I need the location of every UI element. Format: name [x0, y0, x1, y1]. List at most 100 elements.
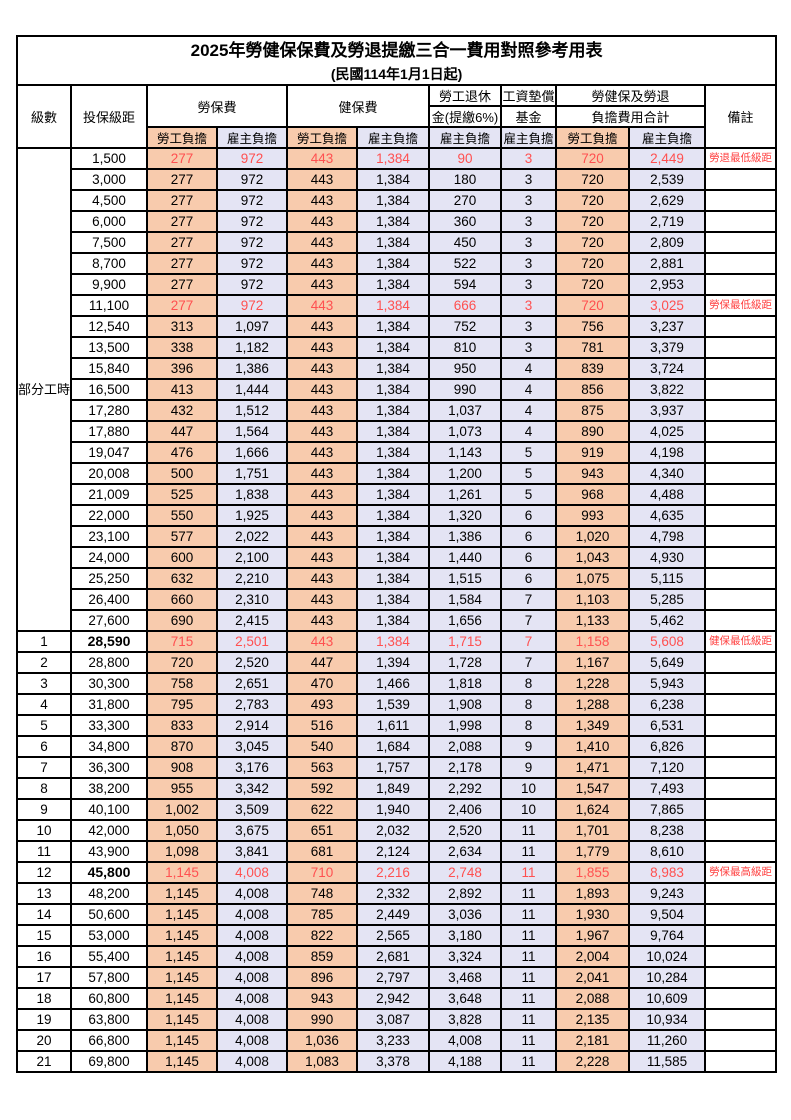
total-employer-cell: 10,284 [628, 966, 706, 989]
health-employer-cell: 1,384 [356, 252, 430, 275]
health-employee-cell: 540 [286, 735, 358, 758]
labor-employee-cell: 277 [146, 273, 218, 296]
pension-employer-cell: 4,008 [428, 1029, 502, 1052]
wage-fund-employer-cell: 9 [500, 756, 557, 779]
remark-cell [703, 735, 778, 758]
health-employee-cell: 443 [286, 273, 358, 296]
wage-fund-employer-cell: 3 [500, 273, 557, 296]
wage-fund-employer-cell: 3 [500, 294, 557, 317]
pension-employer-cell: 1,656 [428, 609, 502, 632]
labor-employer-cell: 4,008 [216, 966, 288, 989]
health-employee-cell: 443 [286, 420, 358, 443]
health-employer-cell: 1,384 [356, 294, 430, 317]
health-employee-cell: 470 [286, 672, 358, 695]
bracket-cell: 11,100 [70, 294, 148, 317]
health-employer-cell: 2,565 [356, 924, 430, 947]
wage-fund-employer-cell: 11 [500, 903, 557, 926]
total-employer-cell: 2,953 [628, 273, 706, 296]
header-row-burden: 勞工負擔 雇主負擔 勞工負擔 雇主負擔 雇主負擔 雇主負擔 勞工負擔 雇主負擔 [17, 126, 776, 149]
remark-cell: 勞保最低級距 [703, 294, 778, 317]
col-header-total-line2: 負擔費用合計 [555, 105, 706, 128]
health-employer-cell: 1,940 [356, 798, 430, 821]
wage-fund-employer-cell: 3 [500, 252, 557, 275]
labor-employer-cell: 1,512 [216, 399, 288, 422]
labor-employer-cell: 2,310 [216, 588, 288, 611]
bracket-cell: 66,800 [70, 1029, 148, 1052]
health-employee-cell: 859 [286, 945, 358, 968]
remark-cell [703, 483, 778, 506]
labor-employer-cell: 1,751 [216, 462, 288, 485]
total-employer-cell: 4,198 [628, 441, 706, 464]
labor-employee-cell: 955 [146, 777, 218, 800]
total-employer-cell: 4,025 [628, 420, 706, 443]
labor-employer-cell: 2,022 [216, 525, 288, 548]
total-employee-cell: 720 [555, 147, 630, 170]
total-employee-cell: 890 [555, 420, 630, 443]
labor-employee-cell: 833 [146, 714, 218, 737]
labor-employer-cell: 972 [216, 273, 288, 296]
remark-cell [703, 651, 778, 674]
labor-employer-cell: 1,444 [216, 378, 288, 401]
remark-cell [703, 840, 778, 863]
total-employee-cell: 1,167 [555, 651, 630, 674]
total-employee-cell: 943 [555, 462, 630, 485]
bracket-cell: 38,200 [70, 777, 148, 800]
table-row: 15,840 396 1,386 443 1,384 950 4 839 3,724 [17, 357, 778, 380]
total-employee-cell: 720 [555, 189, 630, 212]
bracket-cell: 33,300 [70, 714, 148, 737]
pension-employer-cell: 2,406 [428, 798, 502, 821]
subheader-pension-employer: 雇主負擔 [428, 126, 502, 149]
total-employer-cell: 11,585 [628, 1050, 706, 1073]
col-header-total-line1: 勞健保及勞退 [555, 84, 706, 107]
wage-fund-employer-cell: 7 [500, 588, 557, 611]
subheader-total-employer: 雇主負擔 [628, 126, 706, 149]
level-cell: 5 [16, 714, 72, 737]
table-row: 16 55,400 1,145 4,008 859 2,681 3,324 11 2,004 10… [16, 945, 778, 968]
wage-fund-employer-cell: 9 [500, 735, 557, 758]
remark-cell [703, 567, 778, 590]
health-employee-cell: 990 [286, 1008, 358, 1031]
bracket-cell: 45,800 [70, 861, 148, 884]
labor-employer-cell: 1,564 [216, 420, 288, 443]
health-employer-cell: 1,384 [356, 462, 430, 485]
table-row: 5 33,300 833 2,914 516 1,611 1,998 8 1,349 6,531 [16, 714, 778, 737]
total-employee-cell: 720 [555, 231, 630, 254]
remark-cell [703, 798, 778, 821]
table-body: 部分工時 1,500 277 972 443 1,384 90 3 720 2,449 勞退最低級距… [16, 147, 778, 1073]
pension-employer-cell: 1,037 [428, 399, 502, 422]
level-cell: 20 [16, 1029, 72, 1052]
total-employer-cell: 7,493 [628, 777, 706, 800]
total-employee-cell: 1,930 [555, 903, 630, 926]
pension-employer-cell: 3,180 [428, 924, 502, 947]
total-employee-cell: 839 [555, 357, 630, 380]
total-employee-cell: 993 [555, 504, 630, 527]
bracket-cell: 23,100 [70, 525, 148, 548]
table-row: 部分工時 1,500 277 972 443 1,384 90 3 720 2,449 勞退最低級距 [16, 147, 778, 632]
table-row: 9,900 277 972 443 1,384 594 3 720 2,953 [17, 273, 778, 296]
health-employer-cell: 3,378 [356, 1050, 430, 1073]
health-employer-cell: 1,384 [356, 567, 430, 590]
table-row: 17,280 432 1,512 443 1,384 1,037 4 875 3,937 [17, 399, 778, 422]
table-row: 8,700 277 972 443 1,384 522 3 720 2,881 [17, 252, 778, 275]
labor-employer-cell: 1,097 [216, 315, 288, 338]
wage-fund-employer-cell: 8 [500, 672, 557, 695]
remark-cell [703, 945, 778, 968]
health-employer-cell: 3,233 [356, 1029, 430, 1052]
health-employer-cell: 1,849 [356, 777, 430, 800]
pension-employer-cell: 3,648 [428, 987, 502, 1010]
pension-employer-cell: 950 [428, 357, 502, 380]
total-employer-cell: 5,608 [628, 630, 706, 653]
pension-employer-cell: 3,324 [428, 945, 502, 968]
wage-fund-employer-cell: 11 [500, 1008, 557, 1031]
wage-fund-employer-cell: 3 [500, 147, 557, 170]
remark-cell [703, 819, 778, 842]
pension-employer-cell: 1,728 [428, 651, 502, 674]
labor-employer-cell: 3,841 [216, 840, 288, 863]
table-row: 26,400 660 2,310 443 1,384 1,584 7 1,103 5,285 [17, 588, 778, 611]
table-row: 11 43,900 1,098 3,841 681 2,124 2,634 11 1,779 8,… [16, 840, 778, 863]
table-row: 6,000 277 972 443 1,384 360 3 720 2,719 [17, 210, 778, 233]
health-employer-cell: 2,032 [356, 819, 430, 842]
remark-cell [703, 987, 778, 1010]
table-row: 20,008 500 1,751 443 1,384 1,200 5 943 4,340 [17, 462, 778, 485]
labor-employee-cell: 277 [146, 189, 218, 212]
